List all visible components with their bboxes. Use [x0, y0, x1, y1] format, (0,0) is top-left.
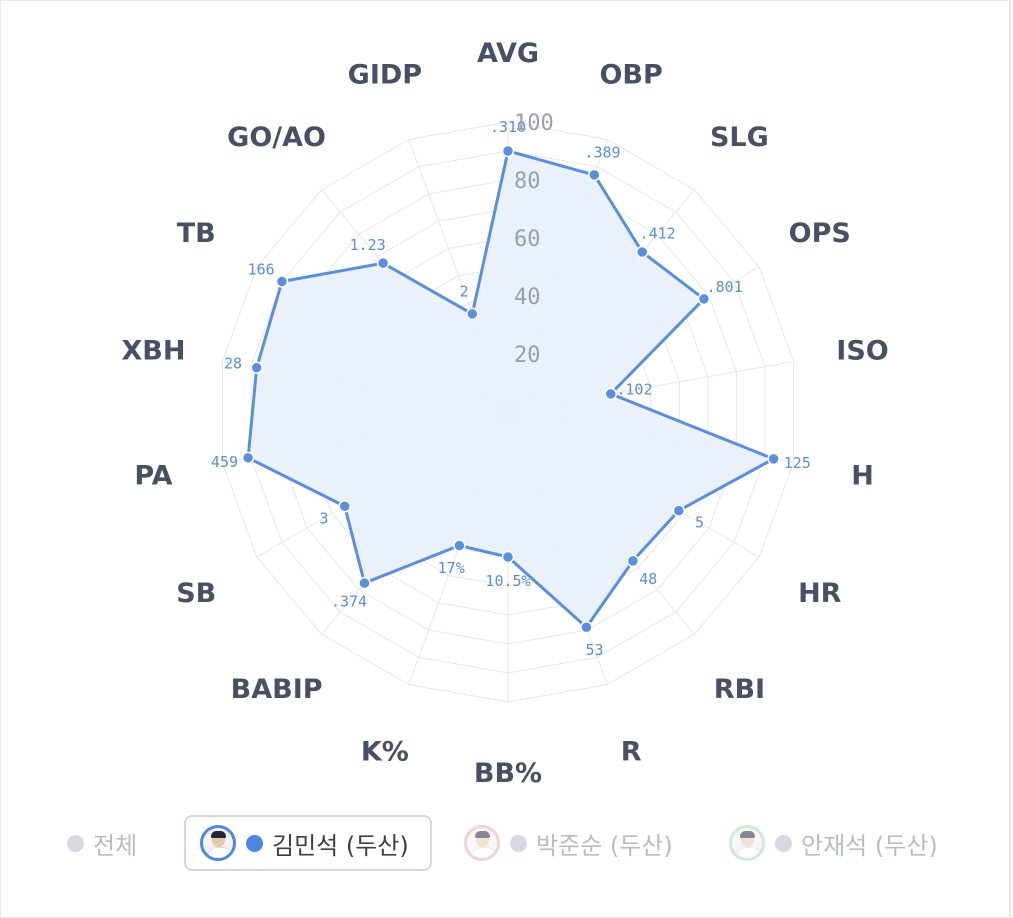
data-point[interactable] [697, 292, 711, 306]
legend: 전체 김민석 (두산) 박준순 (두산) 안재석 (두산) [1, 815, 1012, 873]
axis-label: H [851, 461, 874, 492]
data-label: .412 [640, 225, 676, 243]
axis-label: GIDP [348, 60, 422, 91]
data-label: 28 [224, 355, 242, 373]
legend-item-ahn-jaeseok[interactable]: 안재석 (두산) [729, 815, 938, 871]
radial-tick-label: 20 [514, 343, 541, 368]
legend-label: 전체 [93, 831, 138, 860]
data-label: .389 [584, 143, 620, 161]
axis-label: BB% [474, 758, 542, 789]
data-point[interactable] [376, 256, 390, 270]
axis-label: ISO [836, 335, 888, 366]
data-label: .374 [331, 592, 367, 610]
data-point[interactable] [604, 387, 618, 401]
axis-label: RBI [714, 674, 765, 705]
radial-tick-label: 60 [514, 227, 541, 252]
data-point[interactable] [358, 576, 371, 590]
legend-item-park-junsoon[interactable]: 박준순 (두산) [464, 815, 673, 871]
data-point[interactable] [241, 451, 255, 465]
legend-dot [775, 834, 792, 852]
radial-tick-label: 80 [514, 169, 541, 194]
data-point[interactable] [635, 245, 649, 259]
data-point[interactable] [466, 307, 479, 321]
data-label: 1.23 [350, 236, 386, 254]
axis-label: BABIP [231, 674, 323, 705]
legend-item-kim-minseok[interactable]: 김민석 (두산) [184, 815, 432, 871]
axis-label: AVG [477, 38, 539, 69]
data-label: 5 [695, 514, 704, 532]
legend-dot [246, 834, 263, 852]
axis-labels: AVG OBP SLG OPS ISO H HR RBI R BB% K% BABIP SB PA XBH T… [121, 38, 888, 789]
data-point[interactable] [626, 554, 640, 568]
axis-label: OBP [599, 60, 662, 91]
legend-dot [510, 834, 527, 852]
data-label: 2 [460, 282, 469, 300]
data-label: 125 [784, 454, 811, 472]
radar-series: .310 .389 .412 .801 .102 125 5 48 53 10.5% 17% .374… [211, 118, 811, 659]
axis-label: GO/AO [227, 122, 326, 153]
legend-label: 안재석 (두산) [801, 831, 938, 860]
data-label: .801 [707, 278, 743, 296]
radial-tick-label: 40 [514, 285, 541, 310]
data-point[interactable] [250, 361, 263, 374]
data-point[interactable] [767, 452, 780, 466]
legend-dot [67, 834, 84, 852]
axis-label: SLG [710, 122, 769, 153]
axis-label: SB [176, 578, 216, 609]
legend-label: 김민석 (두산) [272, 831, 409, 860]
radial-tick-label: 100 [514, 111, 554, 136]
data-label: 459 [211, 453, 238, 471]
data-label: 3 [319, 509, 328, 527]
player-avatar [200, 825, 236, 861]
data-point[interactable] [275, 275, 289, 288]
data-point[interactable] [453, 539, 466, 552]
axis-label: PA [134, 461, 172, 492]
player-avatar [729, 825, 765, 861]
axis-label: K% [361, 736, 409, 767]
legend-label: 박준순 (두산) [536, 831, 673, 860]
axis-label: OPS [789, 218, 851, 249]
data-point[interactable] [501, 550, 515, 564]
data-point[interactable] [580, 621, 593, 634]
data-point[interactable] [501, 144, 515, 158]
data-label: 166 [248, 261, 275, 279]
data-label: .310 [490, 118, 526, 136]
data-point[interactable] [672, 504, 686, 517]
axis-label: XBH [121, 335, 185, 366]
data-label: .102 [616, 381, 652, 399]
data-point[interactable] [588, 168, 601, 182]
data-label: 10.5% [485, 572, 530, 590]
data-point[interactable] [338, 500, 352, 513]
data-label: 17% [438, 559, 465, 577]
data-label: 48 [639, 570, 657, 588]
axis-label: R [621, 736, 642, 767]
legend-item-all[interactable]: 전체 [67, 815, 137, 871]
axis-label: TB [177, 218, 216, 249]
radial-ticks: 20 40 60 80 100 [514, 111, 554, 368]
radar-chart: .310 .389 .412 .801 .102 125 5 48 53 10.5% 17% .374… [121, 38, 888, 789]
axis-label: HR [798, 578, 842, 609]
player-avatar [464, 825, 500, 861]
data-label: 53 [586, 641, 604, 659]
